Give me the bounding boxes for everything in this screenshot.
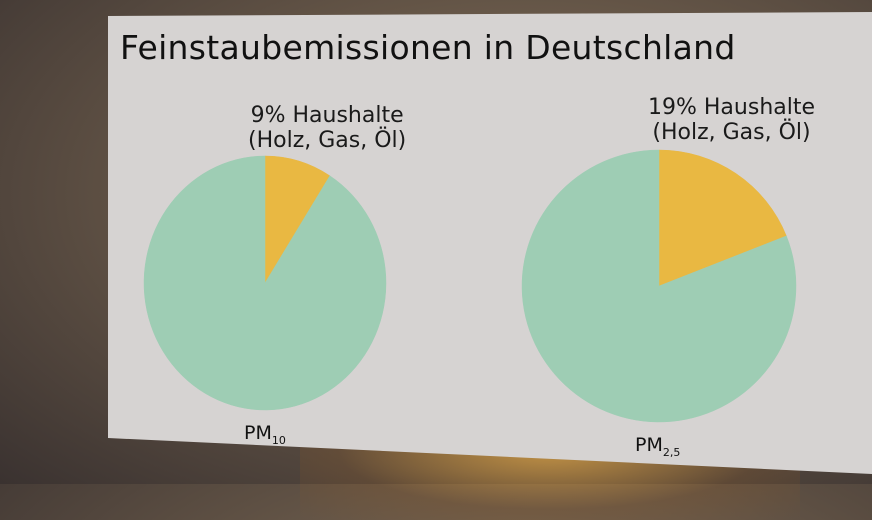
pie-pm25-caption-main: PM	[635, 434, 663, 456]
pie-pm25-slice-label: 19% Haushalte (Holz, Gas, Öl)	[648, 95, 815, 145]
pie-pm25-slice-rest	[521, 149, 797, 423]
pie-pm10-slice-label-line1: 9% Haushalte	[250, 103, 404, 128]
pie-pm10-slice-label-line2: (Holz, Gas, Öl)	[248, 128, 407, 153]
pie-pm10-caption-main: PM	[244, 422, 272, 444]
pie-pm10-caption: PM10	[244, 422, 286, 447]
pie-pm25-caption: PM2,5	[635, 434, 680, 459]
pie-pm25-caption-sub: 2,5	[662, 445, 681, 459]
pie-charts-canvas	[143, 149, 797, 423]
pie-pm25-slice-label-line2: (Holz, Gas, Öl)	[652, 120, 811, 145]
pie-pm25-slice-households	[658, 149, 787, 287]
pie-pm10-slice-rest	[143, 155, 387, 411]
pie-pm25-slice-label-line1: 19% Haushalte	[648, 95, 816, 120]
chart-title: Feinstaubemissionen in Deutschland	[120, 28, 736, 67]
pie-pm10-slice-label: 9% Haushalte (Holz, Gas, Öl)	[248, 103, 406, 153]
pie-pm10-caption-sub: 10	[271, 433, 286, 447]
